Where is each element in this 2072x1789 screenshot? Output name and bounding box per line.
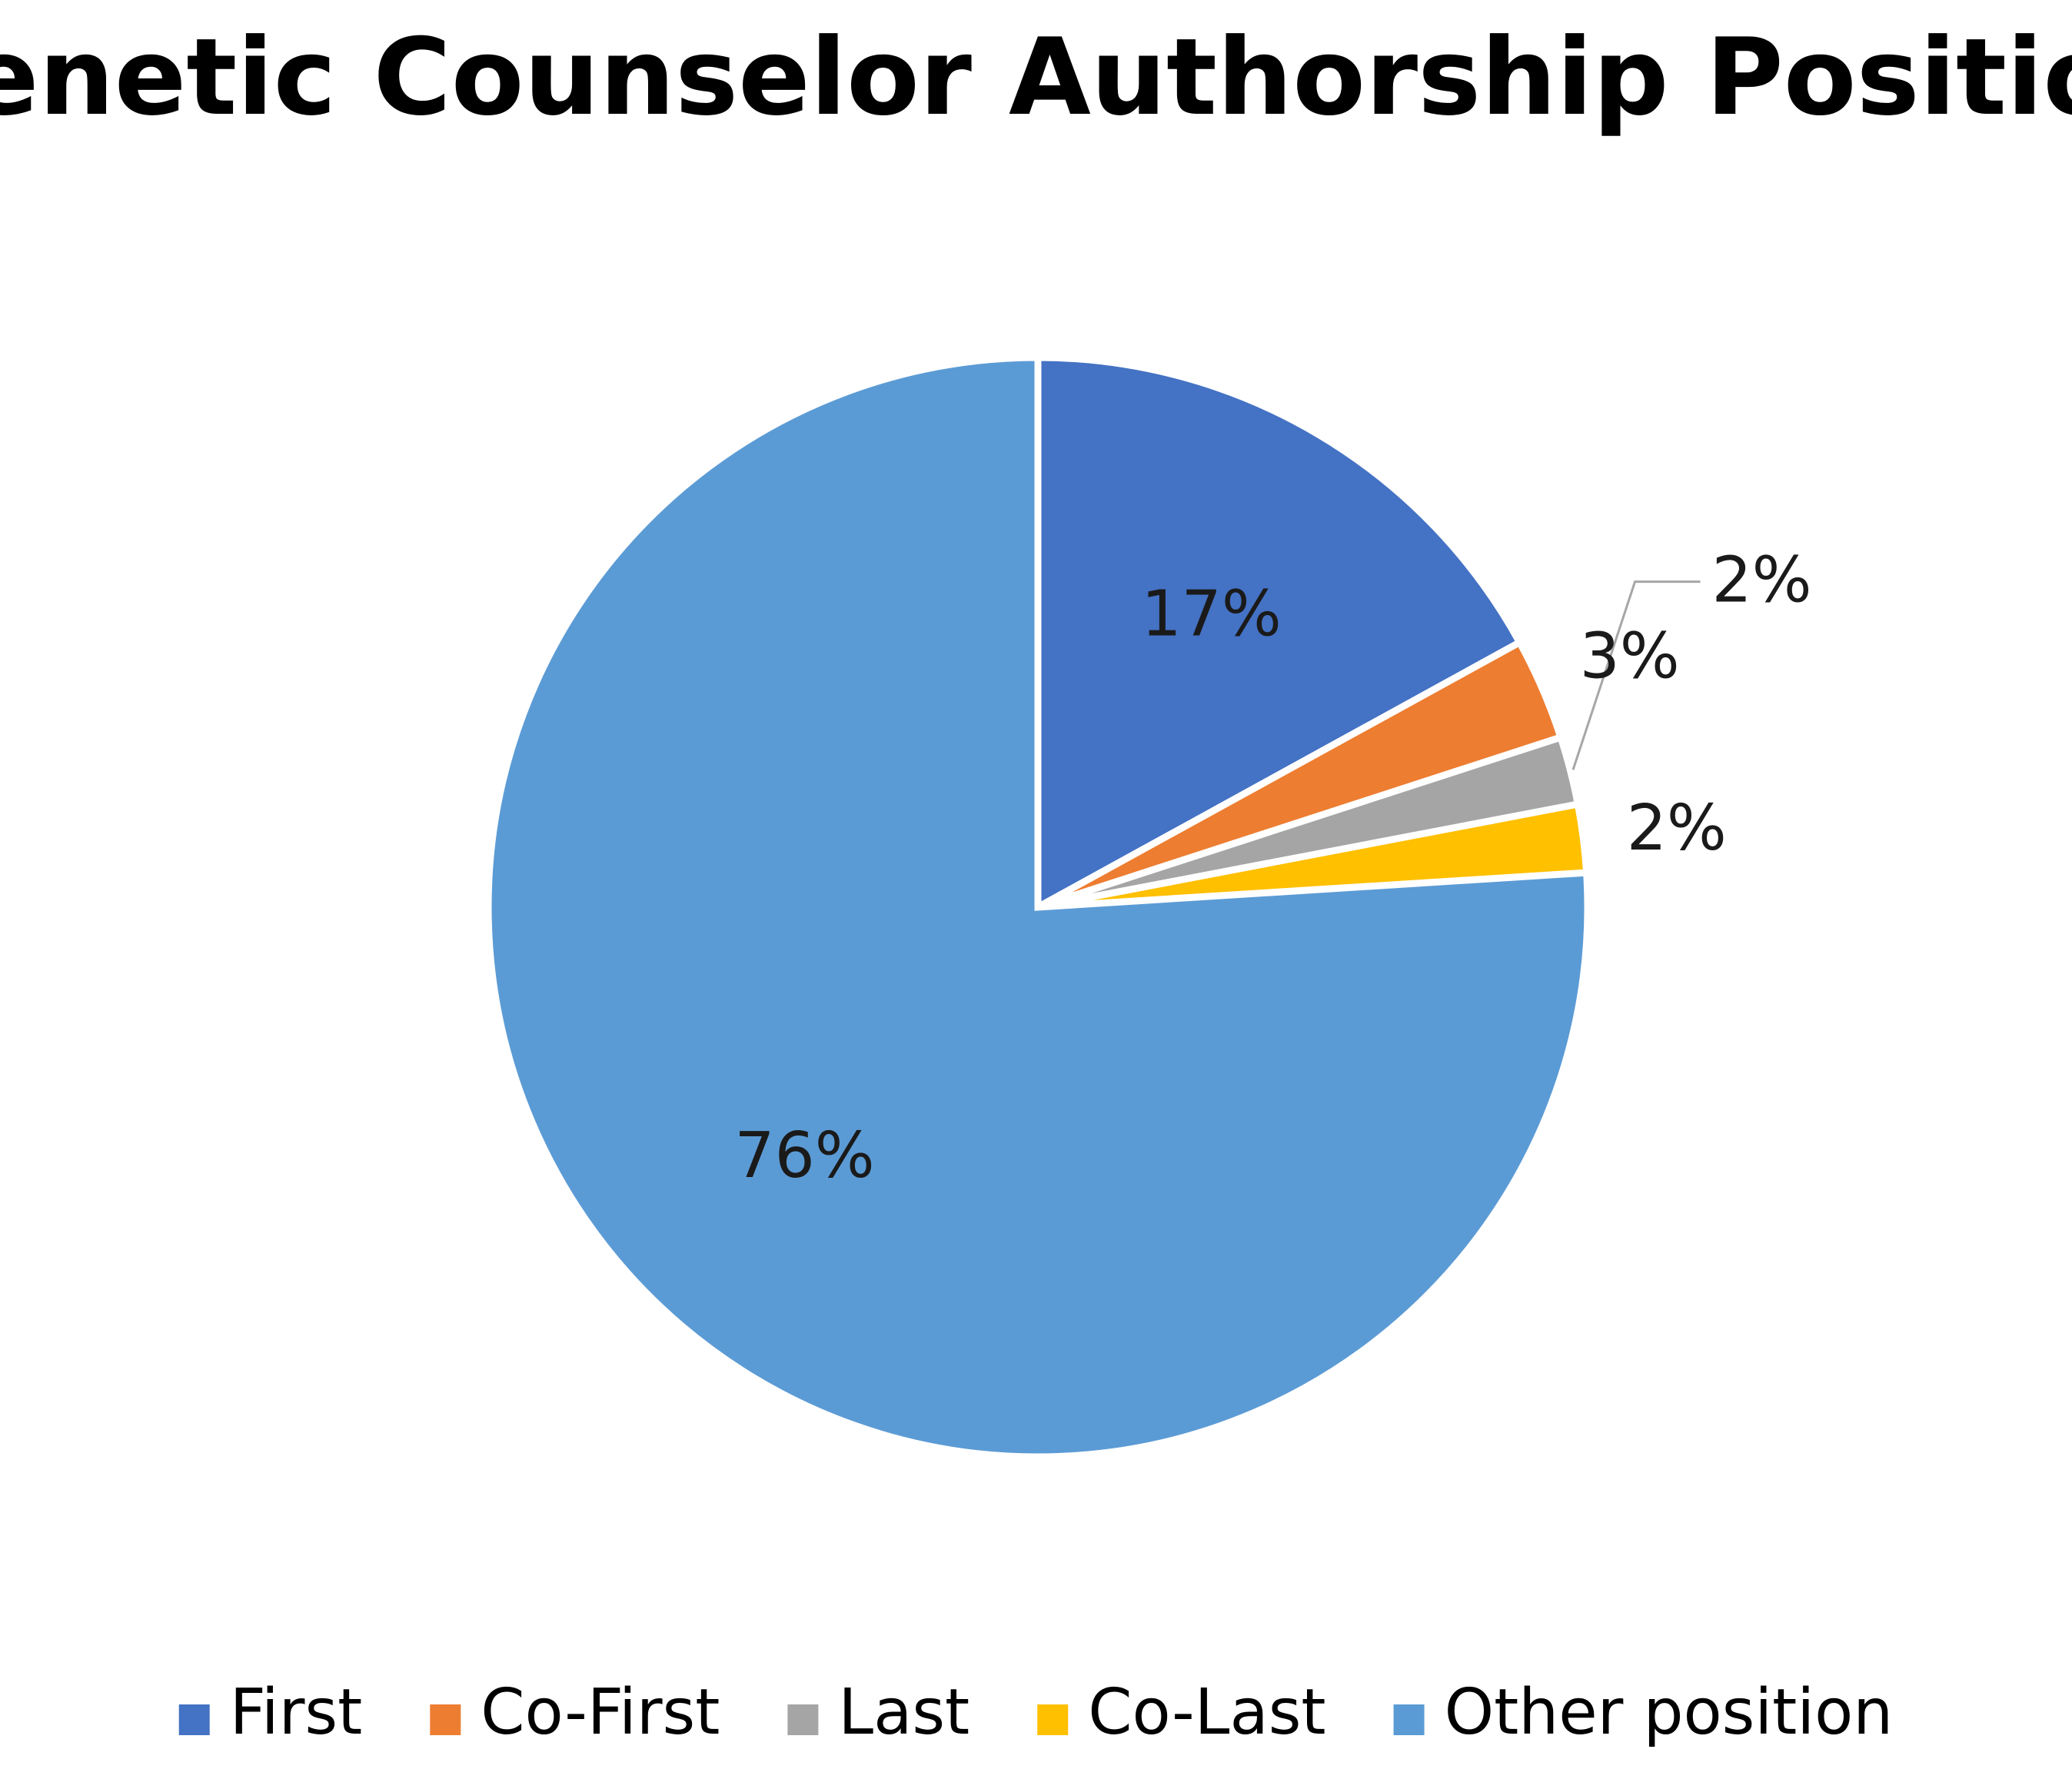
leader-line-last xyxy=(1571,580,1701,770)
data-label-co-first: 3% xyxy=(1580,620,1680,693)
legend-item-first: First xyxy=(178,1676,363,1749)
leader-lines xyxy=(1571,580,1701,770)
pie-slices xyxy=(484,354,1591,1461)
data-label-other-position: 76% xyxy=(734,1119,874,1192)
pie-slice-other-position xyxy=(484,354,1591,1461)
legend-item-other-position: Other position xyxy=(1393,1676,1894,1749)
legend-swatch xyxy=(787,1704,819,1735)
legend-item-co-first: Co-First xyxy=(430,1676,720,1749)
data-label-co-last: 2% xyxy=(1627,792,1727,865)
legend-label: Co-Last xyxy=(1088,1676,1325,1749)
legend-item-co-last: Co-Last xyxy=(1037,1676,1326,1749)
pie-slice-first xyxy=(1034,354,1525,913)
legend-label: Last xyxy=(838,1676,969,1749)
legend-swatch xyxy=(178,1704,210,1735)
legend: First Co-First Last Co-Last Other position xyxy=(178,1676,1894,1749)
legend-label: First xyxy=(230,1676,363,1749)
legend-swatch xyxy=(1393,1704,1425,1735)
data-labels: 17% 3% 2% 2% 76% xyxy=(734,544,1811,1192)
legend-item-last: Last xyxy=(787,1676,969,1749)
chart-title: Genetic Counselor Authorship Position xyxy=(0,15,2072,139)
legend-swatch xyxy=(430,1704,461,1735)
legend-swatch xyxy=(1037,1704,1069,1735)
data-label-first: 17% xyxy=(1142,577,1282,650)
legend-label: Other position xyxy=(1445,1676,1894,1749)
legend-label: Co-First xyxy=(481,1676,720,1749)
data-label-last: 2% xyxy=(1711,544,1811,617)
